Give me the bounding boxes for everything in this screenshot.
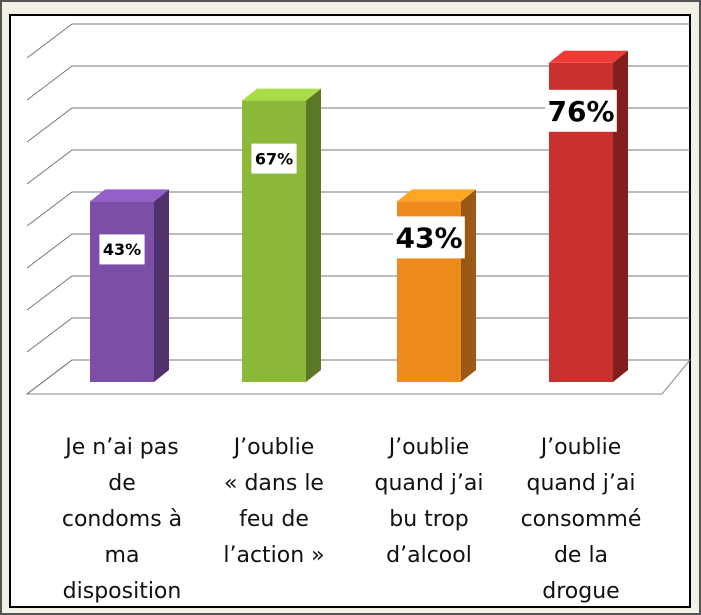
bar-front (242, 100, 306, 382)
grid-line (26, 275, 690, 311)
grid-line (26, 233, 690, 269)
grid-line (26, 65, 690, 101)
x-tick-label: Je n’ai pas de condoms à ma disposition (61, 435, 183, 604)
bar (242, 88, 321, 382)
x-tick-label: J’oublie quand j’ai consommé de la drogu… (520, 435, 642, 604)
bar-side (306, 88, 321, 382)
value-label-box (99, 234, 145, 265)
value-label: 43% (395, 221, 462, 254)
bar-front (90, 201, 154, 382)
bar-top (90, 189, 169, 202)
bar-side (613, 50, 628, 383)
bar (90, 189, 169, 382)
grid-line (26, 149, 690, 185)
bar-top (397, 189, 476, 202)
value-label: 67% (255, 149, 293, 168)
value-label: 43% (103, 240, 141, 259)
bar-top (242, 88, 321, 101)
value-label-box (393, 216, 465, 259)
grid-line (26, 23, 690, 59)
x-tick-label: J’oublie quand j’ai bu trop d’alcool (374, 435, 484, 568)
grid-line (26, 317, 690, 353)
value-label: 76% (547, 95, 614, 128)
x-tick-label: J’oublie « dans le feu de l’action » (223, 435, 325, 568)
grid-line (26, 191, 690, 227)
value-label-box (545, 89, 617, 132)
bar-side (154, 189, 169, 382)
value-label-box (251, 143, 297, 174)
bar-top (549, 50, 628, 63)
grid-line (26, 359, 690, 395)
grid-line (26, 107, 690, 143)
